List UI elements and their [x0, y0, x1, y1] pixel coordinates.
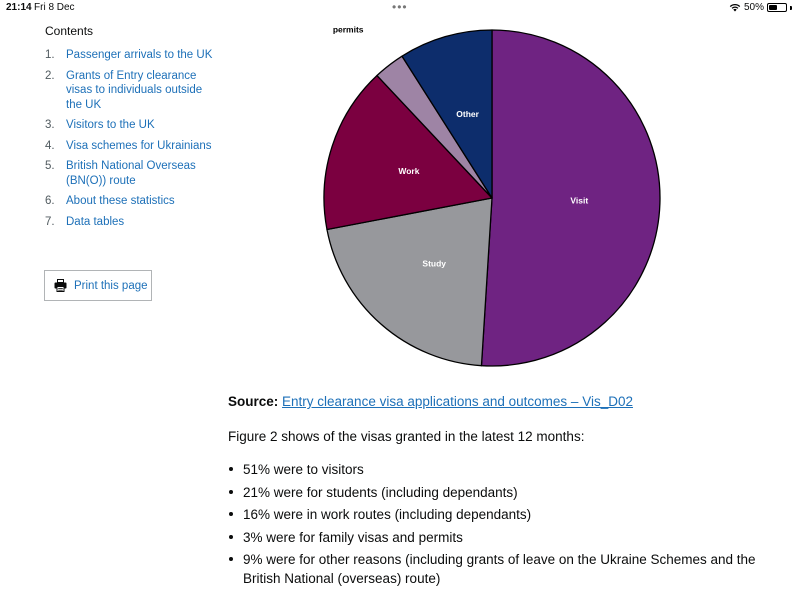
print-page-button[interactable]: Print this page [44, 270, 152, 301]
pie-label-visit: Visit [570, 196, 588, 206]
contents-nav: Contents 1. Passenger arrivals to the UK … [45, 24, 215, 235]
pie-slice-study [326, 197, 493, 367]
contents-item: 3. Visitors to the UK [45, 118, 215, 133]
contents-link-data-tables[interactable]: Data tables [66, 215, 125, 228]
contents-link-about-statistics[interactable]: About these statistics [66, 195, 175, 207]
contents-number: 4. [45, 139, 55, 152]
contents-number: 6. [45, 195, 55, 207]
contents-item: 6. About these statistics [45, 194, 215, 209]
status-time: 21:14 [6, 2, 32, 13]
bullet-icon [229, 489, 233, 494]
list-item: 21% were for students (including dependa… [228, 483, 768, 502]
pie-label-other: Other [456, 109, 479, 119]
contents-number: 7. [45, 215, 55, 228]
pie-slice-visit [480, 29, 661, 367]
contents-item: 1. Passenger arrivals to the UK [45, 48, 215, 63]
status-date: Fri 8 Dec [34, 2, 75, 13]
statistics-bullet-list: 51% were to visitors 21% were for studen… [228, 460, 768, 592]
contents-link-bno-route[interactable]: British National Overseas (BN(O)) route [66, 160, 196, 187]
bullet-icon [229, 557, 233, 561]
contents-link-entry-clearance-visas[interactable]: Grants of Entry clearance visas to indiv… [66, 69, 203, 111]
list-item: 51% were to visitors [228, 460, 768, 479]
pie-slice-other [401, 29, 493, 199]
source-line: Source: Entry clearance visa application… [228, 394, 633, 409]
pie-label-study: Study [422, 259, 446, 269]
bullet-icon [229, 467, 233, 471]
list-item: 9% were for other reasons (including gra… [228, 550, 768, 588]
wifi-icon [729, 4, 741, 12]
contents-heading: Contents [45, 24, 94, 38]
multitasking-dots-icon[interactable]: ••• [392, 0, 408, 14]
contents-link-visitors[interactable]: Visitors to the UK [66, 119, 155, 131]
bullet-text: 9% were for other reasons (including gra… [243, 552, 756, 586]
contents-list: 1. Passenger arrivals to the UK 2. Grants … [45, 48, 215, 229]
pie-label-work: Work [398, 166, 419, 176]
bullet-icon [229, 534, 233, 539]
list-item: 3% were for family visas and permits [228, 528, 768, 547]
battery-tip [790, 5, 792, 10]
battery-fill [769, 5, 777, 10]
contents-item: 4. Visa schemes for Ukrainians [45, 139, 215, 154]
battery-icon [767, 3, 787, 12]
source-label: Source: [228, 394, 279, 409]
contents-number: 3. [45, 119, 55, 131]
status-indicators: 50% [729, 2, 792, 13]
contents-item: 5. British National Overseas (BN(O)) rout… [45, 159, 215, 188]
bullet-text: 16% were in work routes (including depen… [243, 507, 532, 522]
contents-link-passenger-arrivals[interactable]: Passenger arrivals to the UK [66, 49, 213, 61]
pie-slice-work [323, 74, 493, 231]
battery-percent: 50% [743, 2, 764, 13]
bullet-text: 51% were to visitors [243, 462, 364, 477]
print-button-label: Print this page [74, 279, 148, 292]
source-link[interactable]: Entry clearance visa applications and ou… [282, 394, 633, 409]
figure-intro-text: Figure 2 shows of the visas granted in t… [228, 429, 585, 444]
bullet-text: 21% were for students (including dependa… [243, 484, 518, 500]
list-item: 16% were in work routes (including depen… [228, 505, 768, 524]
contents-item: 2. Grants of Entry clearance visas to ind… [45, 69, 215, 113]
bullet-icon [229, 512, 233, 516]
contents-number: 1. [45, 49, 55, 61]
contents-item: 7. Data tables [45, 215, 215, 230]
printer-icon [54, 279, 67, 292]
status-bar: 21:14 Fri 8 Dec ••• 50% [0, 0, 800, 16]
contents-number: 2. [45, 69, 55, 82]
bullet-text: 3% were for family visas and permits [243, 529, 463, 545]
contents-number: 5. [45, 160, 55, 172]
contents-link-ukrainian-schemes[interactable]: Visa schemes for Ukrainians [66, 139, 212, 152]
